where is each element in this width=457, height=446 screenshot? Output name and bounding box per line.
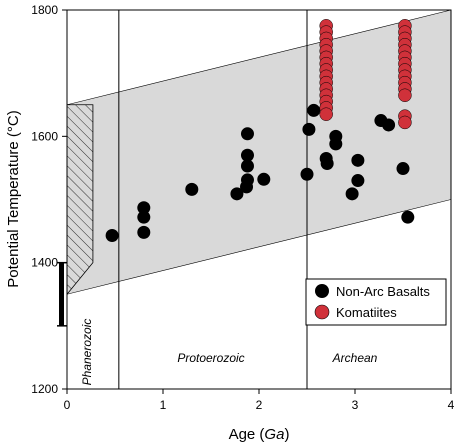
legend-marker-komatiites (314, 304, 330, 320)
legend-label-komatiites: Komatiites (336, 305, 397, 320)
non-arc-basalts-point-18 (329, 137, 343, 151)
non-arc-basalts-point-13 (302, 122, 316, 136)
non-arc-basalts-point-5 (230, 187, 244, 201)
non-arc-basalts-point-10 (240, 173, 254, 187)
x-tick-label-1: 1 (160, 398, 167, 412)
non-arc-basalts-point-9 (240, 159, 254, 173)
non-arc-basalts-point-23 (382, 118, 396, 132)
y-axis-title: Potential Temperature (°C) (5, 110, 22, 287)
non-arc-basalts-point-0 (105, 229, 119, 243)
non-arc-basalts-point-12 (300, 167, 314, 181)
era-label-archean: Archean (332, 351, 378, 365)
y-tick-label-1200: 1200 (31, 382, 58, 396)
era-label-phanerozoic: Phanerozoic (80, 319, 94, 386)
x-axis-title-close: ) (284, 426, 289, 443)
komatiites-point-28 (398, 115, 412, 130)
x-tick-label-4: 4 (448, 398, 455, 412)
non-arc-basalts-point-3 (137, 225, 151, 239)
non-arc-basalts-point-21 (351, 153, 365, 167)
y-tick-label-1600: 1600 (31, 129, 58, 143)
legend-box (305, 278, 447, 326)
y-tick-label-1800: 1800 (31, 3, 58, 17)
non-arc-basalts-point-11 (257, 172, 271, 186)
non-arc-basalts-point-4 (185, 182, 199, 196)
non-arc-basalts-point-24 (396, 162, 410, 176)
non-arc-basalts-point-19 (345, 187, 359, 201)
present-day-bar (59, 262, 64, 326)
legend: Non-Arc Basalts Komatiites (305, 278, 447, 326)
non-arc-basalts-point-7 (240, 127, 254, 141)
non-arc-basalts-point-16 (320, 156, 334, 170)
non-arc-basalts-point-8 (240, 148, 254, 162)
phanerozoic-hatched-box (66, 104, 94, 296)
komatiites-point-14 (319, 107, 333, 121)
x-tick-label-3: 3 (352, 398, 359, 412)
y-tick-label-1400: 1400 (31, 256, 58, 270)
x-tick-label-2: 2 (256, 398, 263, 412)
legend-marker-non-arc-basalts (315, 284, 329, 298)
non-arc-basalts-point-1 (137, 201, 151, 215)
temperature-envelope (67, 10, 451, 295)
non-arc-basalts-point-25 (401, 210, 415, 224)
non-arc-basalts-point-2 (137, 210, 151, 224)
non-arc-basalts-point-14 (307, 103, 321, 117)
komatiites-point-26 (398, 88, 412, 103)
x-axis-title: Age (Ga) (229, 426, 290, 443)
era-label-protoerozoic: Protoerozoic (177, 351, 244, 365)
x-axis-title-main: Age ( (229, 426, 265, 443)
legend-label-non-arc-basalts: Non-Arc Basalts (336, 284, 430, 299)
x-tick-label-0: 0 (64, 398, 71, 412)
non-arc-basalts-point-20 (351, 174, 365, 188)
x-axis-title-unit: Ga (264, 426, 284, 443)
